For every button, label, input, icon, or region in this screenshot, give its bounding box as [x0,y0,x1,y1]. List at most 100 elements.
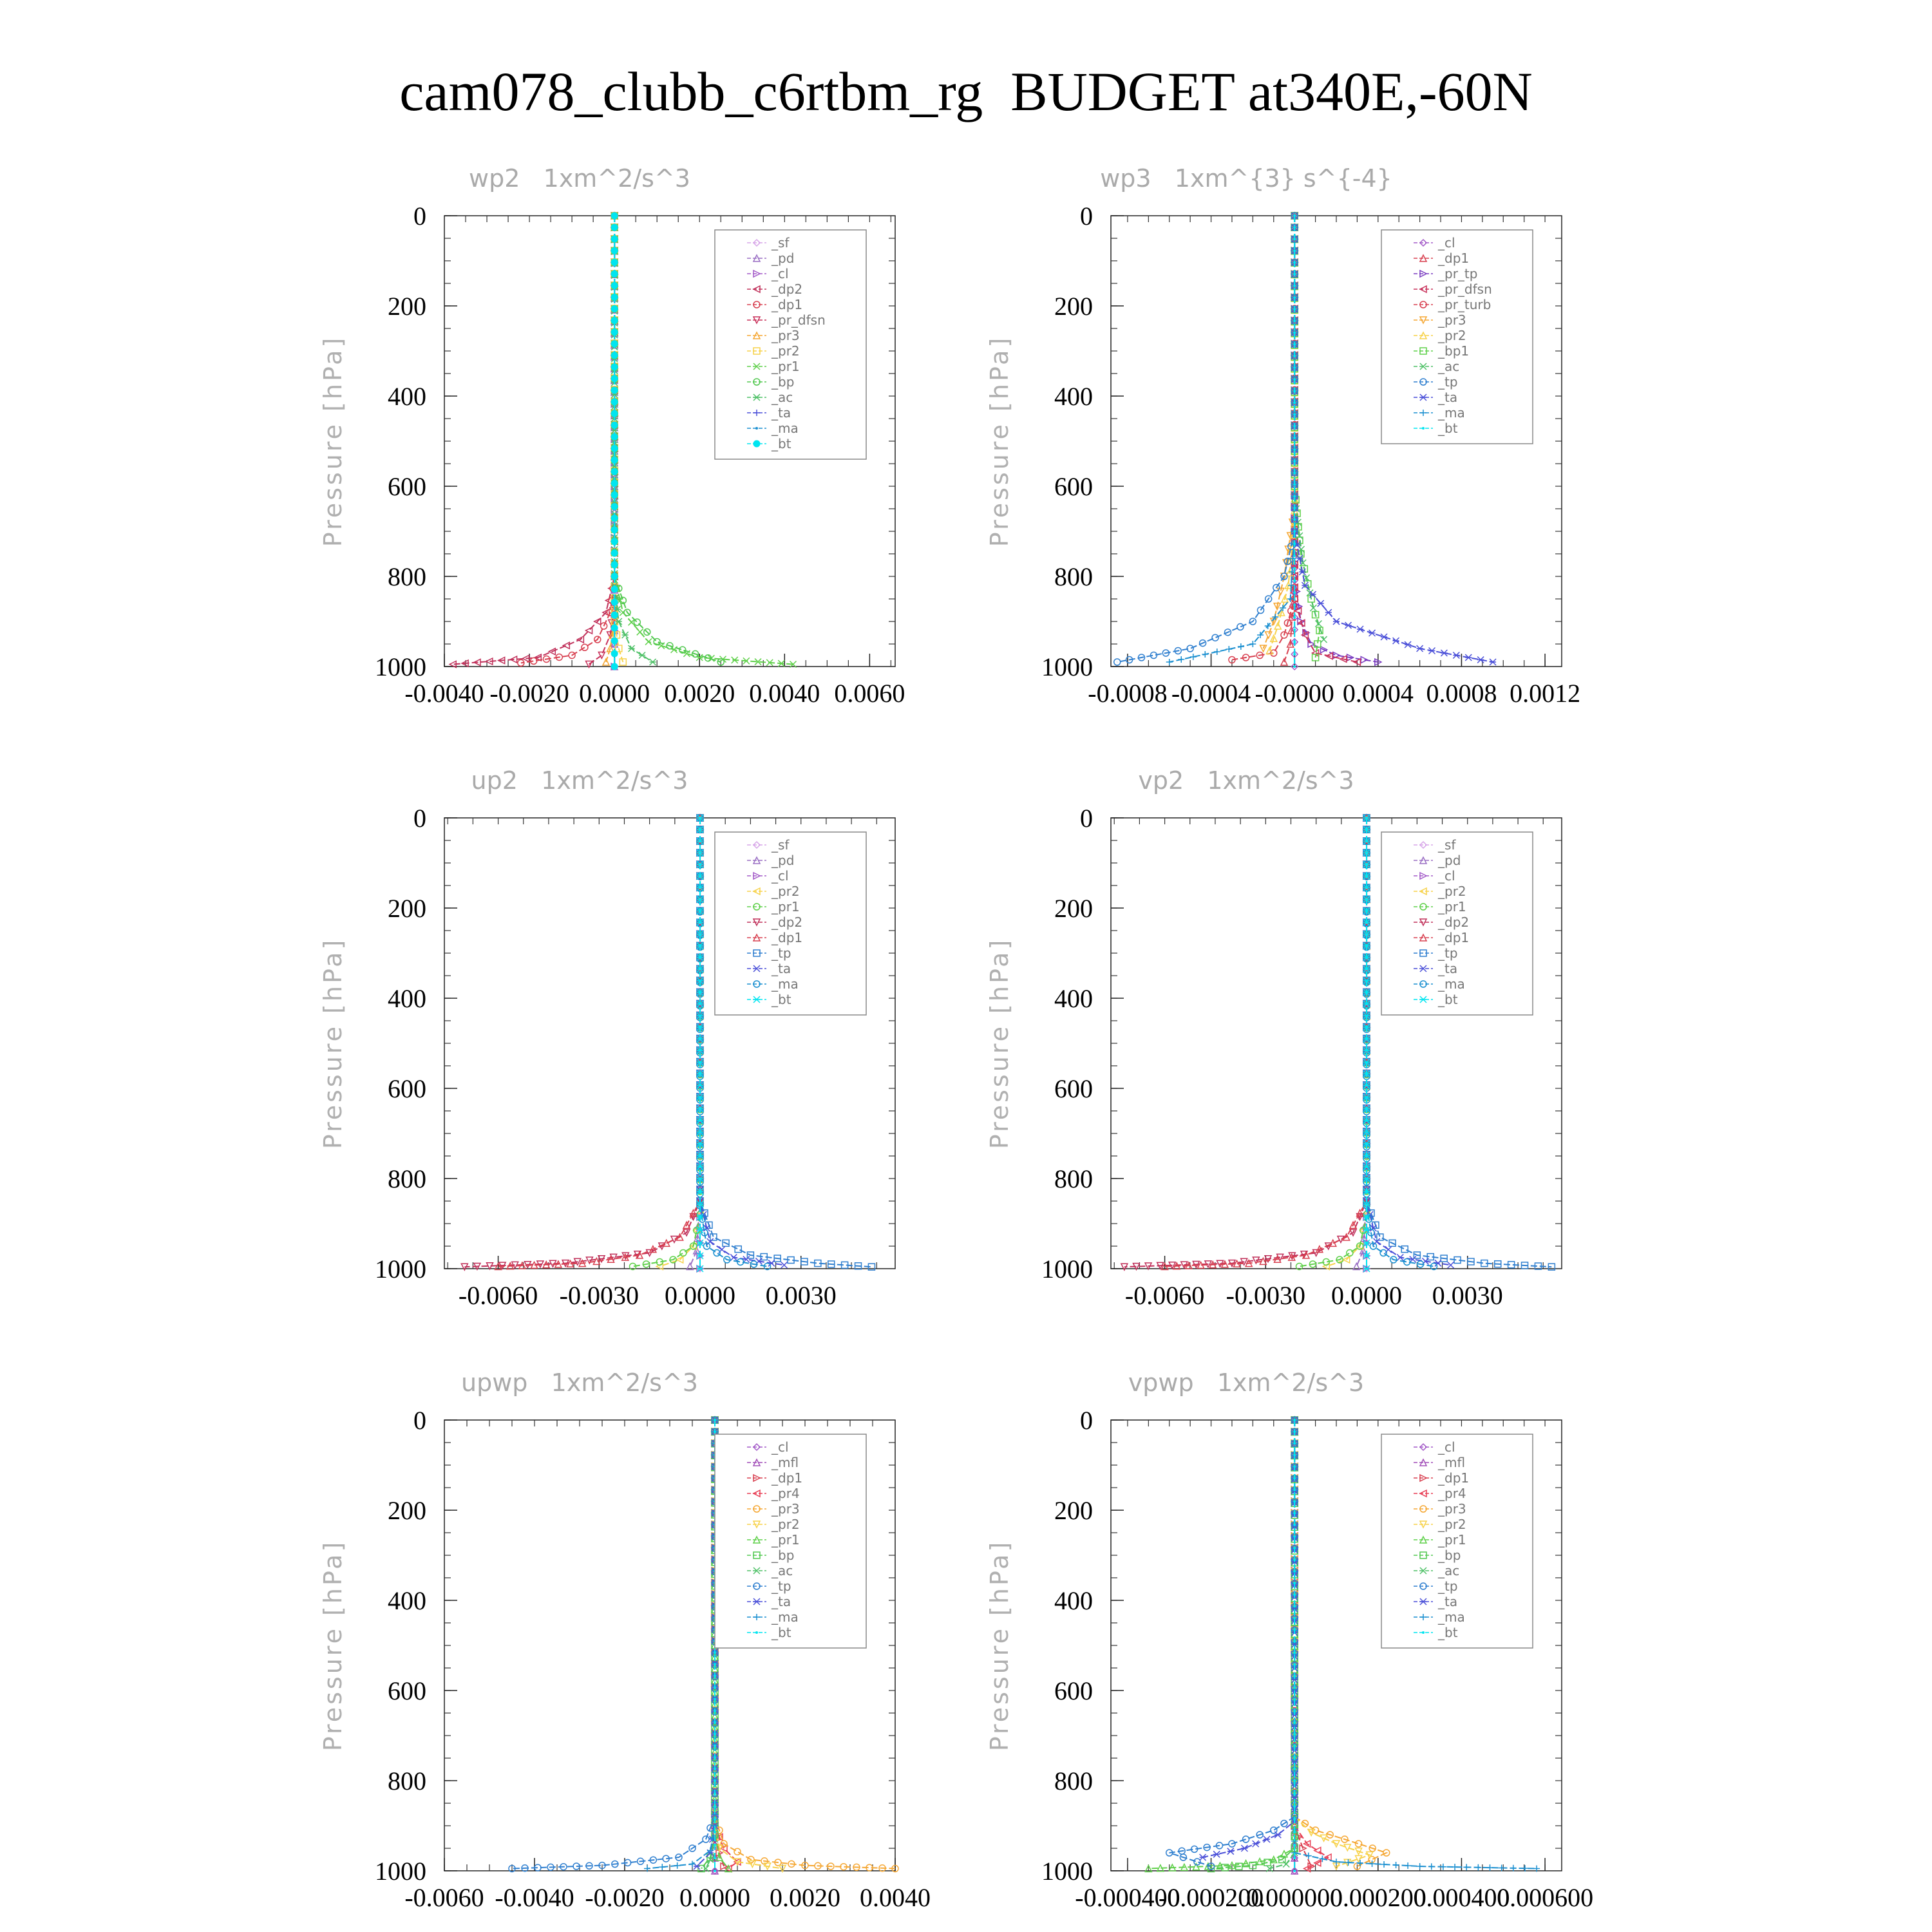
series-line [1202,1420,1296,1858]
data-point [1342,1233,1350,1241]
data-point [1381,1861,1388,1868]
data-point [1287,1253,1296,1261]
data-point [1293,1698,1296,1701]
series-pr_turb [1228,212,1298,664]
data-point [1156,1864,1165,1872]
data-point [720,1862,728,1871]
legend-box [714,229,867,460]
legend-marker [752,1458,761,1466]
data-point [1352,658,1361,667]
data-point [611,479,618,487]
y-axis-label: Pressure [hPa] [319,1540,347,1752]
data-point [621,1253,629,1261]
legend-marker [1419,887,1427,896]
legend-label: _pr_dfsn [771,312,826,328]
data-point [1293,401,1296,404]
data-point [1233,1259,1241,1268]
data-point [1293,495,1296,498]
legend-marker [752,856,761,864]
legend-marker [755,427,758,430]
data-point [578,1258,587,1267]
data-point [666,642,674,650]
data-point [1363,1252,1370,1260]
data-point [1293,1831,1296,1833]
data-point [1192,1260,1200,1269]
series-line [614,216,721,663]
data-point [696,1000,704,1008]
data-point [611,611,618,619]
data-point [1207,1862,1215,1870]
data-point [1285,568,1294,577]
data-point [800,1258,808,1265]
series-line [1294,216,1325,640]
data-point [1264,595,1273,603]
data-point [1257,632,1264,638]
legend-marker [1420,410,1426,416]
series-dp2 [448,211,618,668]
data-point [693,1234,702,1242]
data-point [1439,1863,1446,1870]
data-point [1207,1864,1215,1873]
data-point [584,626,593,635]
legend-label: _pr3 [1437,1501,1466,1517]
y-tick-label: 200 [1054,1496,1093,1525]
legend-label: _pr2 [771,343,800,359]
series-line [1169,1420,1296,1867]
legend-marker [1419,871,1428,880]
data-point [1363,1000,1370,1008]
legend-label: _dp1 [1437,251,1469,266]
legend-marker [1419,903,1427,911]
legend-label: _pr4 [771,1486,800,1501]
legend-label: _ma [771,1609,799,1625]
data-point [611,598,618,606]
x-tick-label: 0.0000 [1331,1281,1402,1310]
data-point [1447,1261,1455,1269]
data-point [1293,1721,1296,1724]
data-point [1120,1263,1129,1271]
data-point [736,1258,744,1266]
series-line [1169,216,1296,663]
legend-label: _bt [1437,421,1458,436]
data-point [696,872,704,880]
legend-label: _dp1 [771,297,802,312]
data-point [696,1035,704,1043]
legend-label: _cl [771,868,789,884]
data-point [696,849,704,857]
data-point [1265,646,1274,655]
data-point [1302,1251,1311,1259]
data-point [1204,1260,1213,1269]
data-point [1363,942,1370,950]
data-point [703,1242,711,1250]
legend-label: _bp [1437,1548,1461,1563]
data-point [1213,649,1220,655]
y-tick-label: 600 [388,1676,426,1705]
data-point [1293,567,1296,570]
data-point [1388,1239,1396,1247]
data-point [696,860,704,868]
legend-marker [753,949,761,957]
series-line [498,818,701,1267]
legend-label: _ma [771,421,799,436]
data-point [611,526,618,534]
data-point [1293,1628,1296,1631]
data-point [827,1260,835,1268]
data-point [1168,1261,1177,1270]
panel-title: wp2 1xm^2/s^3 [469,164,690,193]
legend-label: _bt [1437,992,1458,1007]
data-point [1344,621,1352,629]
data-point [696,965,704,973]
data-point [611,398,618,406]
legend-label: _dp1 [771,930,802,945]
data-point [706,1853,714,1861]
data-point [1452,1864,1459,1871]
data-point [1291,650,1299,658]
series-line [614,216,654,663]
data-point [703,1224,710,1232]
data-point [1293,1523,1296,1526]
legend-marker [1419,1443,1428,1452]
data-point [1293,436,1296,439]
data-point [1293,1674,1296,1678]
legend-marker [1420,1614,1426,1620]
y-tick-label: 200 [388,894,426,923]
data-point [781,1261,788,1269]
